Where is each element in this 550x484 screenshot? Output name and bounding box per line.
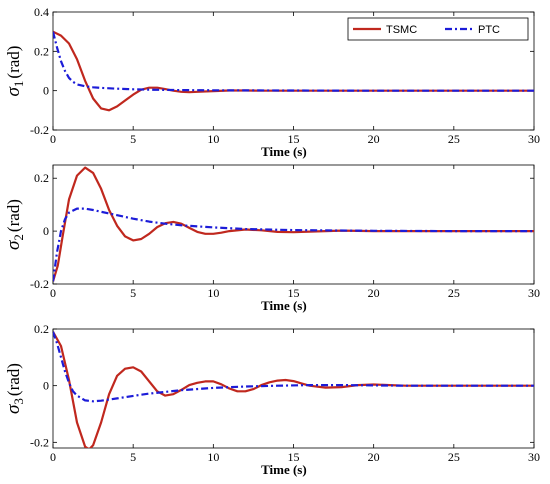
series-line-ptc	[53, 31, 534, 92]
y-tick-label: 0.2	[34, 44, 49, 58]
series-line-ptc	[53, 331, 534, 403]
series-line-tsmc	[53, 331, 534, 448]
y-axis-unit: (rad)	[4, 46, 23, 79]
x-tick-label: 20	[368, 450, 380, 464]
y-tick-label: 0	[43, 84, 49, 98]
y-axis-unit: (rad)	[4, 363, 23, 396]
x-tick-label: 5	[130, 450, 136, 464]
y-tick-label: 0	[43, 224, 49, 238]
y-axis-symbol: σ	[3, 404, 24, 414]
legend-label-tsmc: TSMC	[386, 24, 417, 36]
x-tick-label: 20	[368, 132, 380, 146]
y-axis-unit: (rad)	[4, 199, 23, 232]
x-tick-label: 10	[207, 132, 219, 146]
y-tick-label: -0.2	[30, 435, 49, 449]
x-tick-label: 15	[288, 450, 300, 464]
y-axis-subscript: 1	[11, 81, 26, 88]
plot-area	[52, 164, 535, 285]
y-tick-label: 0.2	[34, 171, 49, 185]
x-tick-label: 30	[528, 450, 540, 464]
y-axis-subscript: 2	[11, 234, 26, 241]
y-tick-label: -0.2	[30, 123, 49, 137]
x-tick-label: 5	[130, 132, 136, 146]
y-tick-label: 0.4	[34, 5, 49, 19]
x-tick-label: 30	[528, 132, 540, 146]
x-tick-label: 5	[130, 286, 136, 300]
y-tick-label: 0	[43, 379, 49, 393]
x-tick-label: 0	[50, 450, 56, 464]
series-line-tsmc	[53, 166, 534, 282]
x-tick-label: 30	[528, 286, 540, 300]
x-tick-label: 15	[288, 132, 300, 146]
y-axis-label: σ2 (rad)	[3, 199, 26, 250]
y-axis-symbol: σ	[3, 86, 24, 96]
legend-label-ptc: PTC	[478, 24, 500, 36]
x-tick-label: 25	[448, 132, 460, 146]
y-axis-subscript: 3	[11, 398, 26, 405]
x-tick-label: 0	[50, 132, 56, 146]
x-tick-label: 25	[448, 286, 460, 300]
y-tick-label: -0.2	[30, 277, 49, 291]
y-axis-label: σ1 (rad)	[3, 46, 26, 97]
x-tick-label: 20	[368, 286, 380, 300]
y-axis-symbol: σ	[3, 240, 24, 250]
legend-box	[347, 17, 529, 41]
x-tick-label: 10	[207, 286, 219, 300]
y-axis-label: σ3 (rad)	[3, 363, 26, 414]
x-tick-label: 0	[50, 286, 56, 300]
y-tick-label: 0.2	[34, 322, 49, 336]
x-tick-label: 15	[288, 286, 300, 300]
plot-area	[52, 328, 535, 449]
series-line-ptc	[53, 207, 534, 282]
x-tick-label: 10	[207, 450, 219, 464]
x-axis-label: Time (s)	[261, 298, 307, 313]
x-axis-label: Time (s)	[261, 462, 307, 477]
x-axis-label: Time (s)	[261, 144, 307, 159]
x-tick-label: 25	[448, 450, 460, 464]
